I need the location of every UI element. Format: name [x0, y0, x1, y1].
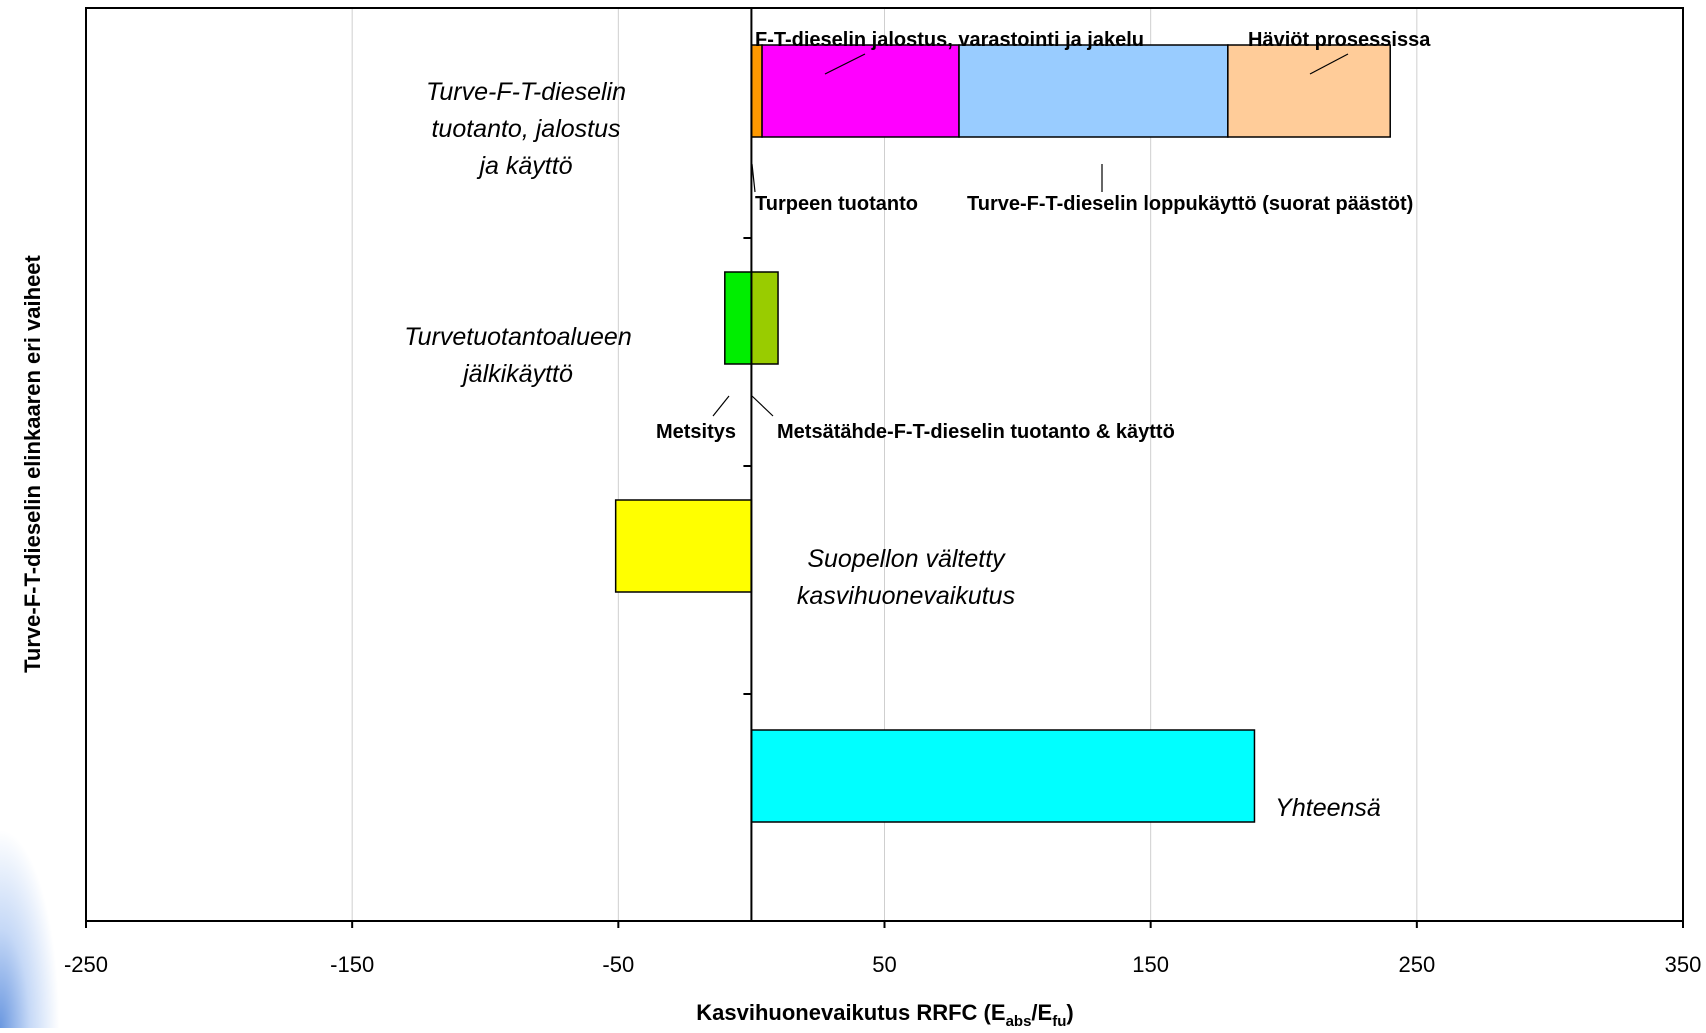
- x-axis-title-part: ): [1066, 1000, 1073, 1025]
- segment-label: F-T-dieselin jalostus, varastointi ja ja…: [755, 29, 1144, 51]
- x-tick-label: 350: [1665, 952, 1702, 977]
- segment-label: Turve-F-T-dieselin loppukäyttö (suorat p…: [967, 193, 1413, 215]
- category-label: kasvihuonevaikutus: [797, 582, 1015, 610]
- category-label: jälkikäyttö: [460, 360, 573, 388]
- x-tick-label: 250: [1398, 952, 1435, 977]
- segment-label: Metsätähde-F-T-dieselin tuotanto & käytt…: [777, 421, 1175, 443]
- annotation-layer: Turpeen tuotanto F-T-dieselin jalostus, v…: [656, 29, 1431, 443]
- x-tick-label: 50: [872, 952, 896, 977]
- bar-segment: [750, 729, 1256, 823]
- x-axis-title-part: Kasvihuonevaikutus RRFC (E: [696, 1000, 1005, 1025]
- category-label: Suopellon vältetty: [807, 545, 1006, 573]
- x-axis-title: Kasvihuonevaikutus RRFC (Eabs/Efu): [696, 1000, 1073, 1028]
- bar-segment: [761, 44, 960, 138]
- corner-decoration: [0, 828, 60, 1028]
- x-tick-label: -150: [330, 952, 374, 977]
- x-axis-title-subscript: fu: [1052, 1013, 1066, 1028]
- x-tick-label: 150: [1132, 952, 1169, 977]
- axis-layer: -250 -150 -50 50 150 250 350: [64, 7, 1702, 977]
- bars-layer: [614, 44, 1391, 823]
- leader-line: [824, 53, 866, 75]
- bar-segment: [750, 44, 763, 138]
- category-label: tuotanto, jalostus: [431, 115, 620, 143]
- bar-segment: [1227, 44, 1391, 138]
- leader-line: [751, 163, 756, 193]
- axis-title-layer: Kasvihuonevaikutus RRFC (Eabs/Efu) Turve-…: [20, 254, 1074, 1030]
- segment-label: Häviöt prosessissa: [1248, 29, 1431, 51]
- leader-line: [1309, 53, 1349, 75]
- bar-segment: [724, 271, 753, 365]
- y-axis-title: Turve-F-T-dieselin elinkaaren eri vaihee…: [20, 254, 45, 672]
- x-axis-title-part: /E: [1031, 1000, 1052, 1025]
- segment-label: Turpeen tuotanto: [755, 193, 918, 215]
- segment-label: Metsitys: [656, 421, 736, 443]
- x-tick-label: -250: [64, 952, 108, 977]
- leader-line: [751, 395, 774, 417]
- bar-segment: [750, 271, 779, 365]
- bar-segment: [958, 44, 1229, 138]
- category-label-layer: Turve-F-T-dieselin tuotanto, jalostus ja k…: [404, 78, 1381, 822]
- category-label: Yhteensä: [1275, 794, 1381, 822]
- category-label: Turvetuotantoalueen: [404, 323, 631, 351]
- x-tick-label: -50: [602, 952, 634, 977]
- leader-line: [712, 395, 730, 417]
- x-axis-title-subscript: abs: [1006, 1013, 1032, 1028]
- category-label: Turve-F-T-dieselin: [426, 78, 626, 106]
- category-label: ja käyttö: [476, 152, 572, 180]
- bar-segment: [614, 499, 753, 593]
